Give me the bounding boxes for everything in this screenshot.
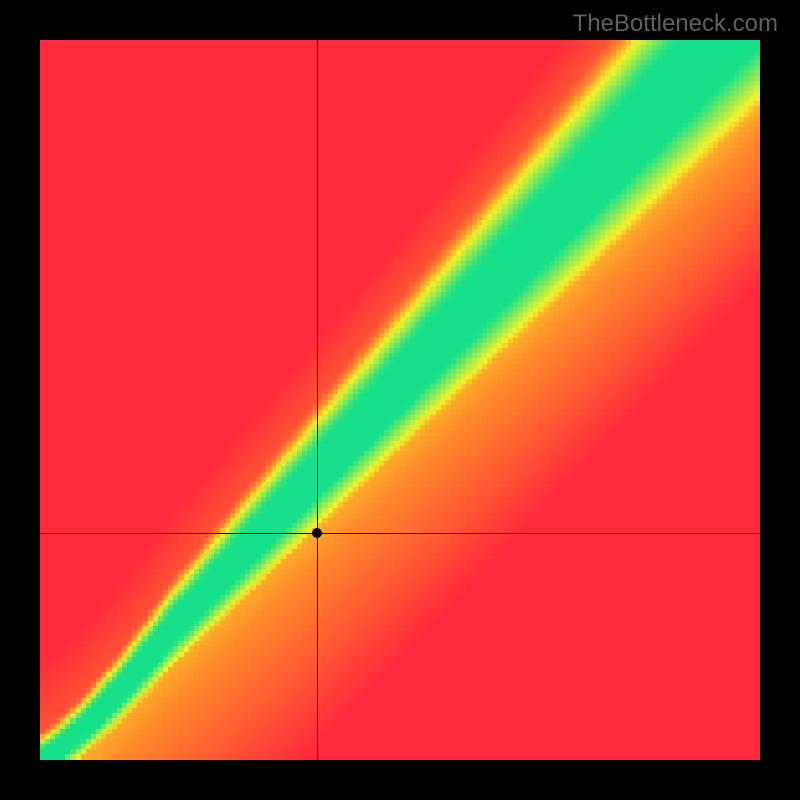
watermark-text: TheBottleneck.com: [573, 10, 778, 38]
crosshair-horizontal: [40, 533, 760, 534]
crosshair-marker: [312, 528, 322, 538]
heatmap-plot: [40, 40, 760, 760]
crosshair-vertical: [317, 40, 318, 760]
heatmap-canvas: [40, 40, 760, 760]
